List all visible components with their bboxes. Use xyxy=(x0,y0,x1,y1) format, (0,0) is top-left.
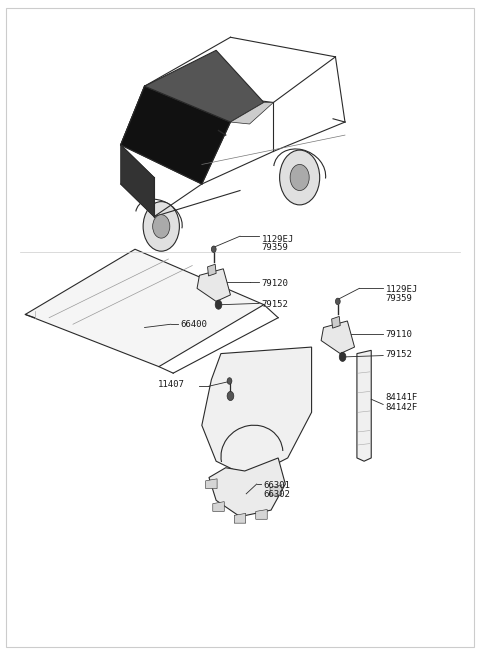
Polygon shape xyxy=(144,50,264,122)
Polygon shape xyxy=(207,264,216,276)
Circle shape xyxy=(336,298,340,305)
Circle shape xyxy=(143,202,180,251)
Polygon shape xyxy=(234,514,246,523)
Polygon shape xyxy=(25,250,264,367)
Text: 66400: 66400 xyxy=(180,320,207,329)
Text: 66302: 66302 xyxy=(263,490,290,499)
Text: 79359: 79359 xyxy=(262,244,288,252)
Text: 1129EJ: 1129EJ xyxy=(262,235,294,244)
Circle shape xyxy=(280,150,320,205)
Text: 79120: 79120 xyxy=(262,279,288,288)
Circle shape xyxy=(215,300,222,309)
Polygon shape xyxy=(213,502,224,512)
Circle shape xyxy=(290,164,309,191)
Text: 11407: 11407 xyxy=(158,380,185,389)
Polygon shape xyxy=(197,269,230,301)
Polygon shape xyxy=(205,479,217,489)
Polygon shape xyxy=(120,145,154,217)
Polygon shape xyxy=(357,350,371,461)
Circle shape xyxy=(211,246,216,252)
Text: 66301: 66301 xyxy=(263,481,290,490)
Polygon shape xyxy=(256,510,267,519)
Circle shape xyxy=(227,392,234,401)
Polygon shape xyxy=(120,86,230,184)
Polygon shape xyxy=(321,321,355,354)
Circle shape xyxy=(227,378,232,384)
Polygon shape xyxy=(209,458,285,517)
Text: 84142F: 84142F xyxy=(385,403,418,411)
Polygon shape xyxy=(230,102,274,124)
Text: 79110: 79110 xyxy=(385,329,412,339)
Polygon shape xyxy=(332,316,340,328)
Polygon shape xyxy=(202,347,312,477)
Text: 79152: 79152 xyxy=(262,300,288,309)
Text: 79152: 79152 xyxy=(385,350,412,360)
Circle shape xyxy=(339,352,346,362)
Text: 79359: 79359 xyxy=(385,293,412,303)
Circle shape xyxy=(153,215,170,238)
Text: 84141F: 84141F xyxy=(385,394,418,402)
Polygon shape xyxy=(270,485,281,495)
Text: 1129EJ: 1129EJ xyxy=(385,285,418,294)
